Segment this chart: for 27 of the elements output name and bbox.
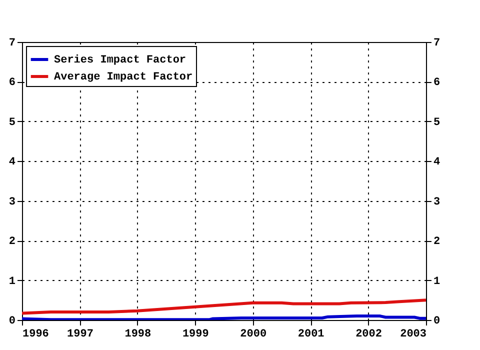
y2-tick-label: 0 — [434, 316, 440, 328]
x-tick-label: 2002 — [356, 328, 382, 340]
x-tick-label: 1996 — [22, 328, 49, 340]
x-tick-label: 1998 — [124, 328, 152, 340]
y-tick-label: 5 — [8, 116, 16, 129]
y2-tick-label: 6 — [434, 77, 440, 90]
y-tick-label: 1 — [8, 276, 16, 288]
y-tick-label: 6 — [8, 77, 16, 90]
x-tick-label: 2000 — [240, 328, 267, 340]
x-tick-label: 2001 — [298, 328, 325, 340]
y2-tick-label: 7 — [434, 38, 440, 50]
y2-tick-label: 2 — [434, 236, 440, 248]
legend-label: Average Impact Factor — [54, 72, 193, 84]
y-tick-label: 7 — [8, 38, 16, 50]
y-tick-label: 3 — [8, 196, 16, 208]
y-tick-label: 4 — [8, 156, 16, 169]
line-series — [22, 298, 426, 315]
x-tick-label: 1997 — [67, 328, 94, 340]
y2-tick-label: 1 — [434, 276, 440, 288]
y-tick-label: 2 — [8, 236, 16, 248]
legend-label: Series Impact Factor — [54, 54, 186, 66]
y-tick-label: 0 — [8, 316, 16, 328]
x-tick-label: 2003 — [400, 328, 427, 340]
y2-tick-label: 4 — [434, 156, 440, 169]
y2-tick-label: 3 — [434, 196, 440, 208]
y2-tick-label: 5 — [434, 116, 440, 129]
x-tick-label: 1999 — [182, 328, 209, 340]
